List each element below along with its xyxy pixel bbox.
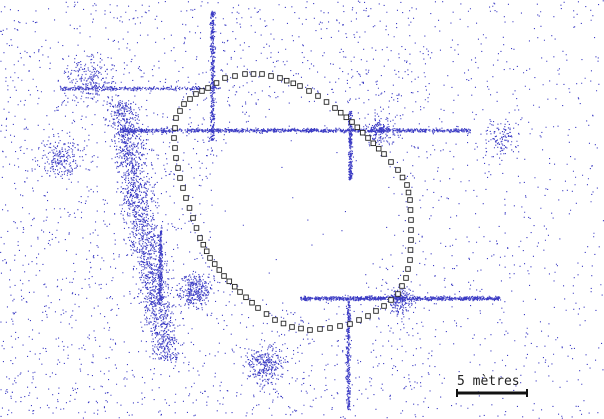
- trajectory-marker: [408, 217, 414, 223]
- trajectory-marker: [172, 125, 178, 131]
- trajectory-marker: [207, 255, 213, 261]
- trajectory-marker: [395, 291, 401, 297]
- trajectory-marker: [370, 140, 377, 147]
- trajectory-marker: [399, 283, 405, 289]
- trajectory-marker: [388, 159, 394, 165]
- trajectory-marker: [242, 71, 248, 77]
- trajectory-marker: [356, 317, 362, 323]
- trajectory-marker: [213, 80, 220, 86]
- trajectory-marker: [177, 108, 183, 114]
- trajectory-marker: [237, 289, 243, 295]
- trajectory-marker: [381, 303, 387, 309]
- trajectory-marker: [317, 326, 323, 332]
- trajectory-marker: [205, 85, 211, 91]
- trajectory-marker: [408, 237, 414, 243]
- trajectory-marker: [347, 321, 353, 327]
- trajectory-marker: [197, 235, 203, 241]
- trajectory-marker: [373, 308, 379, 314]
- trajectory-marker: [259, 71, 265, 77]
- trajectory-marker: [190, 215, 196, 221]
- trajectory: [171, 71, 414, 333]
- trajectory-marker: [343, 114, 350, 121]
- trajectory-marker: [283, 77, 290, 84]
- trajectory-marker: [193, 225, 200, 231]
- trajectory-marker: [298, 325, 304, 332]
- trajectory-marker: [280, 320, 287, 327]
- trajectory-marker: [407, 257, 413, 263]
- trajectory-marker: [180, 185, 186, 191]
- trajectory-marker: [297, 83, 303, 89]
- trajectory-marker: [186, 205, 193, 211]
- trajectory-marker: [405, 266, 411, 272]
- trajectory-marker: [268, 73, 274, 79]
- trajectory-marker: [407, 207, 414, 213]
- trajectory-marker: [187, 96, 193, 102]
- trajectory-marker: [171, 135, 177, 141]
- trajectory-marker: [183, 195, 189, 201]
- trajectory-marker: [272, 317, 278, 323]
- trajectory-marker: [211, 261, 218, 267]
- trajectory-marker: [404, 182, 410, 188]
- trajectory-marker: [315, 93, 321, 99]
- trajectory-marker: [200, 241, 207, 248]
- trajectory-marker: [216, 267, 223, 273]
- trajectory-marker: [249, 299, 255, 306]
- trajectory-marker: [332, 105, 338, 111]
- scale-bar-label: 5 mètres: [457, 374, 520, 389]
- trajectory-marker: [307, 327, 313, 333]
- trajectory-marker: [181, 101, 187, 107]
- trajectory-marker: [255, 305, 261, 311]
- trajectory-marker: [399, 174, 406, 181]
- trajectory-marker: [250, 71, 257, 77]
- trajectory-marker: [277, 75, 283, 81]
- scale-bar: 5 mètres: [456, 374, 528, 397]
- trajectory-marker: [222, 75, 228, 81]
- trajectory-marker: [175, 165, 181, 171]
- trajectory-marker: [381, 151, 387, 157]
- trajectory-marker: [243, 294, 249, 301]
- trajectory-marker: [388, 297, 394, 303]
- trajectory-marker: [359, 129, 366, 136]
- trajectory-marker: [395, 167, 401, 173]
- trajectory-marker: [408, 227, 414, 233]
- trajectory-marker: [263, 311, 270, 317]
- trajectory-marker: [365, 313, 371, 319]
- trajectory-marker: [354, 124, 361, 131]
- trajectory-marker: [407, 197, 413, 203]
- trajectory-marker: [232, 73, 238, 79]
- trajectory-marker: [203, 248, 210, 255]
- trajectory-marker: [173, 155, 179, 161]
- trajectory-marker: [306, 88, 312, 94]
- trajectory-marker: [231, 283, 238, 290]
- trajectory-marker: [327, 325, 333, 331]
- trajectory-marker: [337, 323, 343, 329]
- trajectory-marker: [221, 273, 227, 279]
- trajectory-marker: [337, 109, 344, 116]
- trajectory-marker: [172, 145, 178, 151]
- trajectory-marker: [289, 324, 295, 330]
- trajectory-marker: [375, 145, 382, 152]
- trajectory-marker: [193, 91, 199, 97]
- trajectory-marker: [365, 135, 371, 141]
- trajectory-marker: [290, 80, 297, 87]
- trajectory-marker: [407, 247, 414, 253]
- trajectory-marker: [349, 119, 355, 125]
- trajectory-marker: [405, 189, 412, 196]
- trajectory-marker: [173, 115, 179, 121]
- trajectory-marker: [323, 99, 330, 105]
- trajectory-marker: [403, 275, 409, 281]
- trajectory-marker: [199, 88, 205, 94]
- trajectory-marker: [177, 175, 183, 181]
- trajectory-marker: [226, 278, 233, 285]
